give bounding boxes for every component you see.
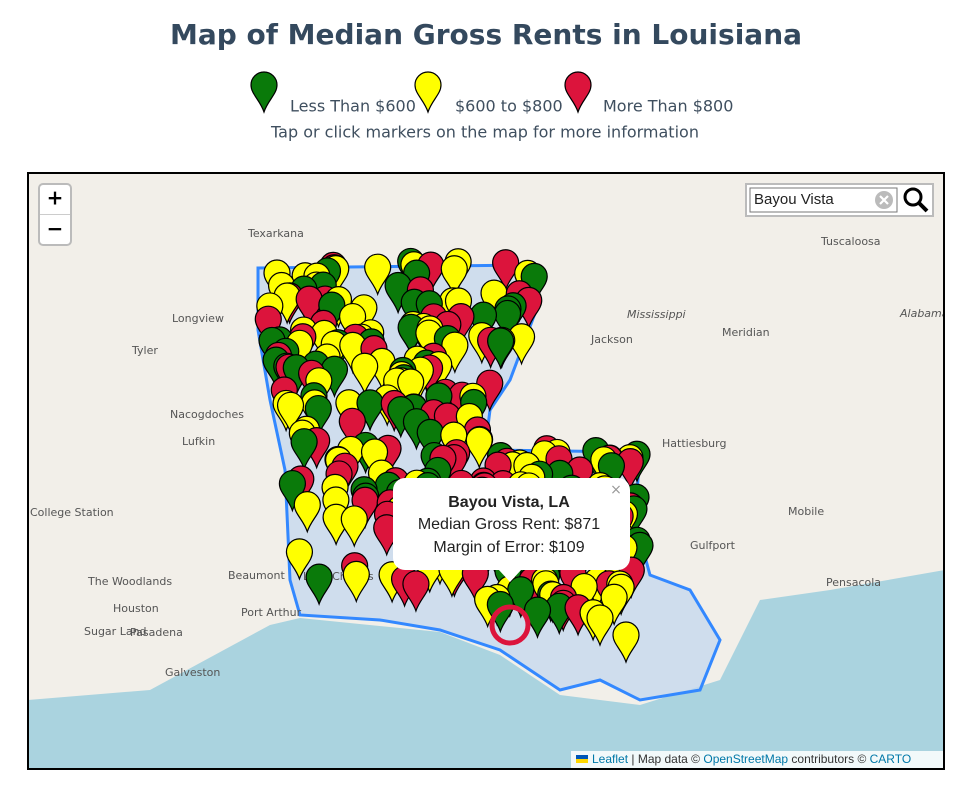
- attribution-bg: [571, 751, 943, 768]
- map-label: Galveston: [165, 666, 220, 679]
- legend: Less Than $600 $600 to $800 More Than $800: [250, 71, 733, 116]
- map-label: Lufkin: [182, 435, 215, 448]
- map-label: Mississippi: [627, 308, 686, 321]
- map-marker[interactable]: [351, 352, 379, 396]
- map-label: Beaumont: [228, 569, 285, 582]
- legend-pin: [564, 71, 592, 114]
- link[interactable]: OpenStreetMap: [703, 752, 788, 766]
- map-marker[interactable]: [293, 491, 321, 534]
- popup-box: [393, 478, 630, 570]
- legend-label: More Than $800: [603, 97, 733, 116]
- map-marker[interactable]: [285, 538, 314, 581]
- map-marker[interactable]: [416, 418, 444, 462]
- map-marker[interactable]: [338, 407, 366, 451]
- map-marker[interactable]: [612, 621, 640, 664]
- map-label: Alabama: [899, 307, 949, 320]
- legend-pin: [414, 71, 442, 114]
- popup-line: Margin of Error: $109: [433, 539, 584, 556]
- map-label: Texarkana: [247, 227, 304, 240]
- instruction: Tap or click markers on the map for more…: [270, 123, 699, 142]
- map-label: Hattiesburg: [662, 437, 726, 450]
- link[interactable]: CARTO: [870, 752, 912, 766]
- map-marker[interactable]: [305, 563, 333, 607]
- zoom-control: + −: [38, 183, 72, 246]
- search-handle: [917, 201, 929, 213]
- popup-close[interactable]: ×: [610, 482, 622, 498]
- search-text: Bayou Vista: [754, 191, 834, 208]
- popup-title: Bayou Vista, LA: [448, 494, 570, 511]
- legend-label: Less Than $600: [290, 97, 416, 116]
- text: | Map data ©: [628, 752, 703, 766]
- map-marker[interactable]: [364, 253, 392, 297]
- map-marker[interactable]: [397, 368, 425, 411]
- map-label: Nacogdoches: [170, 408, 244, 421]
- map-marker[interactable]: [402, 570, 430, 613]
- selected-ring: [489, 604, 531, 646]
- map-label: Mobile: [788, 505, 824, 518]
- zoom-in[interactable]: +: [47, 186, 64, 210]
- legend-pin: [250, 71, 278, 114]
- text: contributors ©: [788, 752, 870, 766]
- map-label: Gulfport: [690, 539, 736, 552]
- map-label: Sugar Land: [84, 625, 147, 638]
- search-icon[interactable]: [903, 187, 923, 207]
- map-marker[interactable]: [340, 505, 368, 548]
- legend-label: $600 to $800: [455, 97, 563, 116]
- search-input[interactable]: [749, 187, 898, 213]
- map-label: Pensacola: [826, 576, 881, 589]
- map-label: Tyler: [131, 344, 158, 357]
- flag: [576, 759, 588, 763]
- map-label: Pasadena: [130, 626, 183, 639]
- gulf: [28, 570, 944, 769]
- map-frame: [27, 172, 945, 770]
- map-marker[interactable]: [586, 604, 614, 647]
- map-marker[interactable]: [276, 391, 305, 435]
- map-marker[interactable]: [487, 327, 515, 370]
- clear-x: [879, 195, 889, 205]
- attribution-text: Leaflet | Map data © OpenStreetMap contr…: [592, 752, 911, 766]
- map-marker[interactable]: [342, 560, 370, 604]
- map-label: Longview: [172, 312, 224, 325]
- zoom-out[interactable]: −: [47, 217, 64, 241]
- map-marker[interactable]: [493, 299, 522, 343]
- map: TexarkanaLongviewTylerShreveportNacogdoc…: [28, 173, 949, 769]
- map-marker[interactable]: [290, 428, 318, 471]
- attribution: Leaflet | Map data © OpenStreetMap contr…: [571, 751, 943, 768]
- popup-line: Median Gross Rent: $871: [418, 516, 600, 533]
- link[interactable]: Leaflet: [592, 752, 629, 766]
- map-marker[interactable]: [440, 255, 468, 298]
- popup: × Bayou Vista, LA Median Gross Rent: $87…: [393, 478, 630, 582]
- flag: [576, 755, 588, 759]
- map-label: Port Arthur: [241, 606, 302, 619]
- title: Map of Median Gross Rents in Louisiana: [170, 18, 802, 51]
- map-label: The Woodlands: [87, 575, 172, 588]
- map-label: Tuscaloosa: [820, 235, 881, 248]
- map-label: College Station: [30, 506, 114, 519]
- map-label: Meridian: [722, 326, 770, 339]
- map-label: Houston: [113, 602, 159, 615]
- popup-tip: [498, 569, 522, 582]
- search: Bayou Vista: [745, 183, 934, 217]
- map-label: Jackson: [590, 333, 633, 346]
